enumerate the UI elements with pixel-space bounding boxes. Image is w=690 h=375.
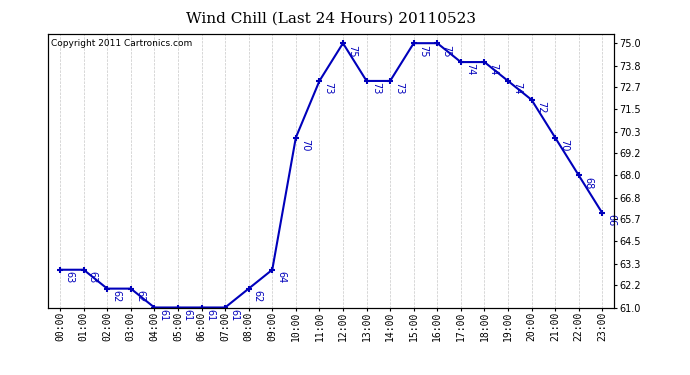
Text: 68: 68 [583, 177, 593, 189]
Text: 73: 73 [324, 82, 333, 95]
Text: 62: 62 [135, 290, 145, 302]
Text: 63: 63 [64, 271, 75, 284]
Text: 75: 75 [347, 45, 357, 57]
Text: 61: 61 [206, 309, 216, 321]
Text: 63: 63 [88, 271, 98, 284]
Text: 74: 74 [512, 82, 522, 95]
Text: 70: 70 [300, 139, 310, 152]
Text: 64: 64 [277, 271, 286, 284]
Text: 62: 62 [111, 290, 121, 302]
Text: 73: 73 [371, 82, 381, 95]
Text: 61: 61 [159, 309, 168, 321]
Text: Copyright 2011 Cartronics.com: Copyright 2011 Cartronics.com [51, 39, 193, 48]
Text: 66: 66 [607, 214, 616, 227]
Text: 61: 61 [229, 309, 239, 321]
Text: 61: 61 [182, 309, 192, 321]
Text: 75: 75 [442, 45, 451, 57]
Text: 70: 70 [560, 139, 569, 152]
Text: 75: 75 [418, 45, 428, 57]
Text: 74: 74 [465, 63, 475, 76]
Text: Wind Chill (Last 24 Hours) 20110523: Wind Chill (Last 24 Hours) 20110523 [186, 11, 476, 25]
Text: 73: 73 [394, 82, 404, 95]
Text: 62: 62 [253, 290, 263, 302]
Text: 72: 72 [535, 101, 546, 114]
Text: 74: 74 [489, 63, 499, 76]
